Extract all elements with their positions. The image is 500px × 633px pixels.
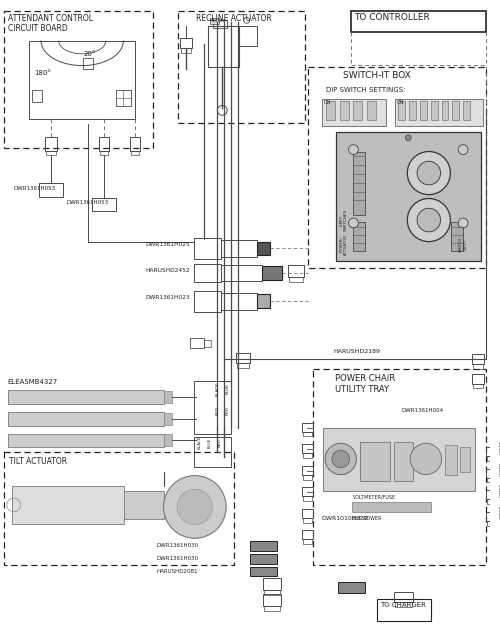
Polygon shape [410,101,416,120]
Text: LIMIT
SWITCHES: LIMIT SWITCHES [340,209,348,231]
Text: TO CHARGER: TO CHARGER [380,602,426,608]
Text: BLUE: BLUE [225,383,229,394]
Circle shape [164,475,226,538]
Polygon shape [398,101,406,120]
Polygon shape [420,101,427,120]
Polygon shape [256,242,270,255]
Text: DWR1010H032: DWR1010H032 [321,516,368,521]
Text: BUS POWER: BUS POWER [352,516,382,521]
Circle shape [348,145,358,154]
Circle shape [348,218,358,228]
Text: DWR1361H030: DWR1361H030 [156,543,199,548]
Circle shape [417,208,440,232]
Polygon shape [354,222,365,251]
Text: DWR1361H030: DWR1361H030 [156,556,199,561]
Polygon shape [12,486,124,523]
Polygon shape [8,434,164,447]
Polygon shape [354,101,362,120]
Text: BLUE: BLUE [208,437,212,448]
Polygon shape [452,101,459,120]
Polygon shape [442,101,448,120]
Text: TILT ACTUATOR: TILT ACTUATOR [9,457,67,466]
Polygon shape [8,412,164,425]
Text: DWR1361H004: DWR1361H004 [402,408,444,413]
Text: DWR1361H023: DWR1361H023 [145,295,190,300]
Circle shape [177,489,212,525]
Polygon shape [250,541,277,551]
Circle shape [325,443,356,475]
Polygon shape [446,445,457,475]
Text: BLACK: BLACK [216,382,220,396]
Polygon shape [338,582,365,593]
Text: ELEASMB4327: ELEASMB4327 [8,379,58,385]
Polygon shape [326,101,335,120]
Text: POWER CHAIR: POWER CHAIR [335,373,395,383]
Polygon shape [164,434,172,446]
Polygon shape [394,442,413,482]
Text: 20°: 20° [83,51,96,57]
Text: HARUSHD2452: HARUSHD2452 [145,268,190,273]
Text: RED: RED [225,406,229,415]
Polygon shape [250,567,277,577]
Circle shape [332,450,349,468]
Polygon shape [164,391,172,403]
Circle shape [408,151,451,194]
Polygon shape [164,413,172,425]
Text: ON: ON [396,99,404,104]
Polygon shape [256,294,270,308]
Polygon shape [431,101,438,120]
Polygon shape [452,222,463,251]
Polygon shape [340,101,348,120]
Circle shape [458,218,468,228]
Circle shape [408,199,451,242]
Text: SWITCH
INPUT: SWITCH INPUT [459,237,468,252]
Text: RED: RED [218,438,222,447]
Text: DIP SWITCH SETTINGS:: DIP SWITCH SETTINGS: [326,87,406,93]
Text: 180°: 180° [34,70,51,76]
Polygon shape [460,447,470,472]
Polygon shape [250,554,277,564]
Polygon shape [360,442,390,482]
Text: DWR1361H025: DWR1361H025 [145,242,190,247]
Text: DWR1361H053: DWR1361H053 [14,186,56,191]
Circle shape [458,145,468,154]
Circle shape [410,443,442,475]
Text: VOLTMETER/FUSE: VOLTMETER/FUSE [352,494,396,499]
Polygon shape [8,391,164,404]
Polygon shape [262,266,282,280]
Circle shape [417,161,440,185]
Circle shape [406,135,411,141]
Polygon shape [463,101,470,120]
Text: TO CONTROLLER: TO CONTROLLER [354,13,430,22]
Text: ATTENDANT CONTROL: ATTENDANT CONTROL [8,15,93,23]
Polygon shape [322,99,386,126]
Polygon shape [354,151,365,215]
Text: RECLINE: RECLINE [210,20,227,23]
Polygon shape [336,132,480,261]
Polygon shape [367,101,376,120]
Text: UTILITY TRAY: UTILITY TRAY [335,384,389,394]
Polygon shape [210,18,220,24]
Text: HARUSHD2189: HARUSHD2189 [333,349,380,354]
Text: BLACK: BLACK [198,436,202,449]
Text: SWITCH-IT BOX: SWITCH-IT BOX [342,72,410,80]
Text: POWER/
ACTUATOR: POWER/ ACTUATOR [340,234,348,255]
Text: RECLINE ACTUATOR: RECLINE ACTUATOR [196,15,272,23]
Polygon shape [124,491,164,518]
Polygon shape [394,99,482,126]
Text: ON: ON [324,99,332,104]
Polygon shape [352,502,431,512]
Text: DWR1361H053: DWR1361H053 [66,201,108,206]
Text: RED: RED [216,406,220,415]
Polygon shape [323,428,475,491]
Text: HARUSHD2081: HARUSHD2081 [156,568,198,573]
Text: CIRCUIT BOARD: CIRCUIT BOARD [8,24,68,34]
